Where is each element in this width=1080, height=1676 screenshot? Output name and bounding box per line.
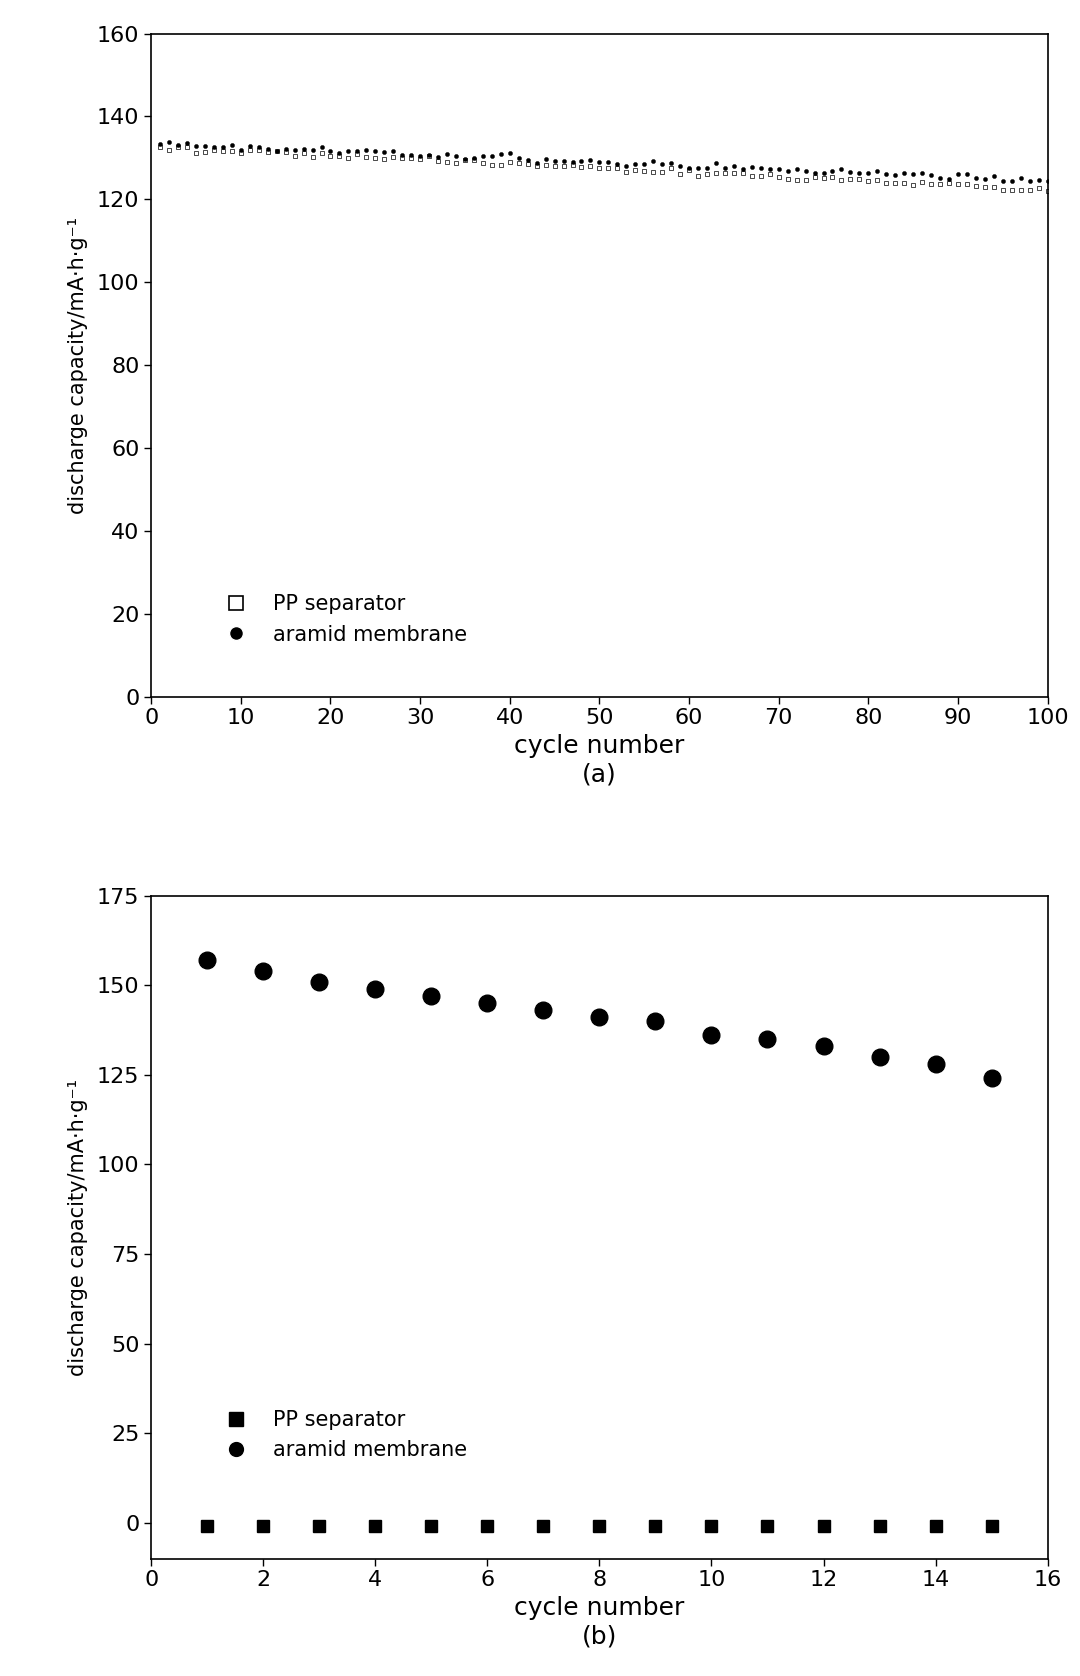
PP separator <box>705 1517 718 1537</box>
aramid membrane <box>368 141 382 161</box>
aramid membrane <box>929 1054 942 1074</box>
aramid membrane <box>201 950 214 970</box>
Line: aramid membrane: aramid membrane <box>158 139 1050 183</box>
PP separator <box>818 1517 831 1537</box>
PP separator <box>620 163 633 183</box>
aramid membrane <box>481 994 494 1014</box>
PP separator <box>537 1517 550 1537</box>
PP separator <box>929 1517 942 1537</box>
PP separator <box>424 1517 437 1537</box>
PP separator <box>1005 181 1018 201</box>
Line: PP separator: PP separator <box>158 144 1050 193</box>
PP separator <box>481 1517 494 1537</box>
Line: aramid membrane: aramid membrane <box>199 952 1000 1086</box>
aramid membrane <box>424 985 437 1006</box>
PP separator <box>257 1517 270 1537</box>
aramid membrane <box>761 1029 774 1049</box>
aramid membrane <box>818 1036 831 1056</box>
aramid membrane <box>163 131 176 151</box>
aramid membrane <box>593 1007 606 1027</box>
PP separator <box>593 1517 606 1537</box>
aramid membrane <box>1005 171 1018 191</box>
aramid membrane <box>985 1068 998 1088</box>
PP separator <box>649 1517 662 1537</box>
X-axis label: cycle number: cycle number <box>514 734 685 758</box>
aramid membrane <box>691 158 704 178</box>
PP separator <box>978 178 991 198</box>
PP separator <box>313 1517 326 1537</box>
Text: (b): (b) <box>582 1626 617 1649</box>
aramid membrane <box>649 1011 662 1031</box>
aramid membrane <box>620 156 633 176</box>
X-axis label: cycle number: cycle number <box>514 1596 685 1621</box>
aramid membrane <box>333 142 346 163</box>
Legend: PP separator, aramid membrane: PP separator, aramid membrane <box>206 587 475 654</box>
aramid membrane <box>705 1026 718 1046</box>
aramid membrane <box>873 1048 886 1068</box>
aramid membrane <box>313 972 326 992</box>
PP separator <box>153 137 166 158</box>
aramid membrane <box>537 1001 550 1021</box>
PP separator <box>368 1517 382 1537</box>
aramid membrane <box>257 960 270 980</box>
PP separator <box>333 146 346 166</box>
PP separator <box>761 1517 774 1537</box>
PP separator <box>985 1517 998 1537</box>
aramid membrane <box>368 979 382 999</box>
aramid membrane <box>1041 171 1054 191</box>
PP separator <box>873 1517 886 1537</box>
Text: (a): (a) <box>582 763 617 788</box>
PP separator <box>368 149 382 169</box>
Line: PP separator: PP separator <box>202 1520 997 1532</box>
PP separator <box>691 166 704 186</box>
Y-axis label: discharge capacity/mA·h·g⁻¹: discharge capacity/mA·h·g⁻¹ <box>68 216 89 513</box>
Legend: PP separator, aramid membrane: PP separator, aramid membrane <box>206 1401 475 1468</box>
Y-axis label: discharge capacity/mA·h·g⁻¹: discharge capacity/mA·h·g⁻¹ <box>68 1079 89 1376</box>
PP separator <box>201 1517 214 1537</box>
PP separator <box>172 137 185 158</box>
aramid membrane <box>153 134 166 154</box>
aramid membrane <box>978 169 991 189</box>
PP separator <box>1041 181 1054 201</box>
